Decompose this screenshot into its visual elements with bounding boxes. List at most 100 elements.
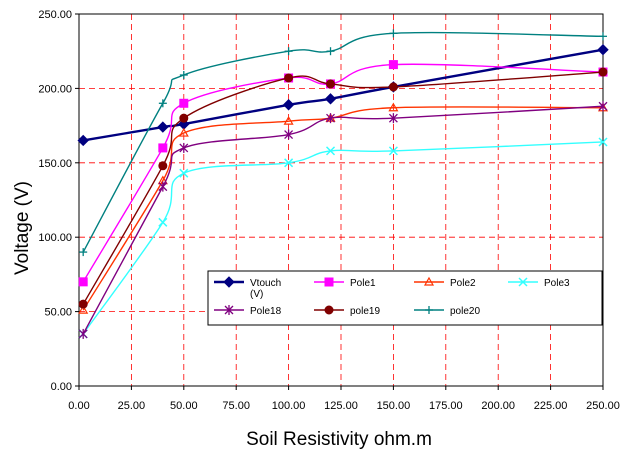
x-axis-title: Soil Resistivity ohm.m: [246, 429, 432, 450]
data-point-pole3: [284, 158, 294, 168]
legend-marker-vtouch: [223, 276, 235, 288]
data-point-pole1: [388, 60, 398, 70]
marker-stroke: [518, 277, 528, 287]
axis-ticks: 0.00 25.00 50.00 75.00 100.00 125.00 150.00 175…: [38, 9, 619, 412]
data-point-vtouch: [324, 93, 337, 105]
y-axis-title: Voltage (V): [12, 181, 33, 275]
series-pole20: [79, 29, 607, 257]
x-tick-label: 250.00: [586, 400, 620, 412]
legend-entry-pole20: pole20: [414, 306, 480, 317]
data-point-pole20: [599, 32, 607, 41]
marker-stroke: [325, 146, 336, 156]
data-point-pole3: [158, 217, 168, 227]
series-layer: [77, 29, 609, 339]
marker-stroke: [388, 146, 398, 156]
marker-stroke: [179, 168, 189, 178]
series-pole3: [78, 137, 608, 339]
legend-label-vtouch: (V): [250, 289, 263, 300]
data-point-pole1: [158, 143, 168, 153]
x-tick-label: 150.00: [377, 400, 411, 412]
legend-label-pole1: Pole1: [350, 278, 376, 289]
y-tick-label: 150.00: [38, 158, 72, 170]
legend-entry-pole3: Pole3: [508, 277, 570, 289]
data-point-pole2: [78, 304, 89, 314]
legend-entry-pole19: pole19: [314, 305, 380, 317]
legend-marker-pole3: [518, 277, 528, 287]
data-point-pole19: [158, 161, 168, 171]
legend-label-pole20: pole20: [450, 306, 480, 317]
data-point-pole3: [325, 146, 336, 156]
data-point-pole2: [178, 127, 189, 137]
legend-entry-pole18: Pole18: [214, 305, 282, 317]
data-point-pole20: [389, 29, 398, 38]
y-tick-label: 0.00: [51, 381, 72, 393]
data-point-vtouch: [282, 99, 295, 111]
legend-label-vtouch: Vtouch: [250, 278, 281, 289]
data-point-vtouch: [597, 44, 609, 56]
legend-marker-pole20: [425, 306, 433, 314]
legend-label-pole19: pole19: [350, 306, 380, 317]
x-tick-label: 0.00: [68, 400, 89, 412]
data-point-pole2: [283, 115, 294, 125]
data-point-pole18: [78, 328, 88, 339]
data-point-pole20: [284, 47, 293, 56]
legend-entry-pole1: Pole1: [314, 277, 376, 289]
data-point-pole18: [598, 101, 608, 112]
legend-entry-vtouch: Vtouch(V): [214, 276, 281, 300]
x-tick-label: 75.00: [222, 400, 250, 412]
data-point-pole19: [388, 82, 398, 92]
y-tick-label: 200.00: [38, 83, 72, 95]
legend-marker-pole2: [423, 276, 435, 286]
data-point-pole19: [78, 299, 88, 309]
series-pole18: [78, 101, 608, 339]
y-tick-label: 250.00: [38, 9, 72, 21]
x-tick-label: 225.00: [534, 400, 568, 412]
legend-box: [207, 270, 603, 326]
data-point-vtouch: [157, 121, 169, 133]
data-point-pole18: [284, 129, 294, 140]
data-point-pole20: [158, 99, 167, 108]
x-tick-label: 200.00: [481, 400, 515, 412]
y-tick-label: 100.00: [38, 232, 72, 244]
data-point-pole20: [326, 47, 335, 56]
data-point-pole2: [388, 102, 399, 112]
legend-label-pole18: Pole18: [250, 306, 282, 317]
data-point-pole18: [179, 142, 189, 153]
data-point-pole3: [598, 137, 608, 147]
data-point-vtouch: [77, 134, 89, 147]
data-point-pole3: [388, 146, 398, 156]
data-point-pole19: [179, 113, 189, 123]
data-point-pole19: [284, 73, 294, 83]
series-line-pole2: [82, 106, 604, 311]
marker-stroke: [158, 217, 168, 227]
series-pole19: [78, 67, 608, 309]
legend-marker-pole18: [224, 305, 234, 315]
data-point-pole1: [78, 277, 88, 287]
data-point-pole20: [79, 248, 88, 257]
legend: Vtouch(V) Pole1 Pole2 Pole3 Pole18 pole19 pole…: [207, 270, 603, 326]
x-tick-label: 125.00: [324, 400, 358, 412]
x-tick-label: 50.00: [170, 400, 198, 412]
data-point-pole20: [179, 71, 188, 80]
data-point-pole19: [326, 79, 336, 89]
legend-entry-pole2: Pole2: [414, 276, 476, 289]
data-point-pole18: [326, 113, 335, 124]
data-point-pole1: [179, 98, 189, 108]
legend-marker-pole19: [324, 305, 334, 315]
legend-label-pole3: Pole3: [544, 278, 570, 289]
legend-label-pole2: Pole2: [450, 278, 476, 289]
legend-marker-pole1: [324, 277, 334, 287]
x-tick-label: 25.00: [118, 400, 146, 412]
marker-stroke: [284, 158, 294, 168]
data-point-pole18: [388, 113, 398, 124]
x-tick-label: 175.00: [429, 400, 463, 412]
marker-stroke: [598, 137, 608, 147]
data-point-pole18: [158, 181, 168, 192]
y-tick-label: 50.00: [44, 307, 72, 319]
data-point-pole3: [179, 168, 189, 178]
data-point-pole19: [598, 67, 608, 77]
x-tick-label: 100.00: [272, 400, 306, 412]
